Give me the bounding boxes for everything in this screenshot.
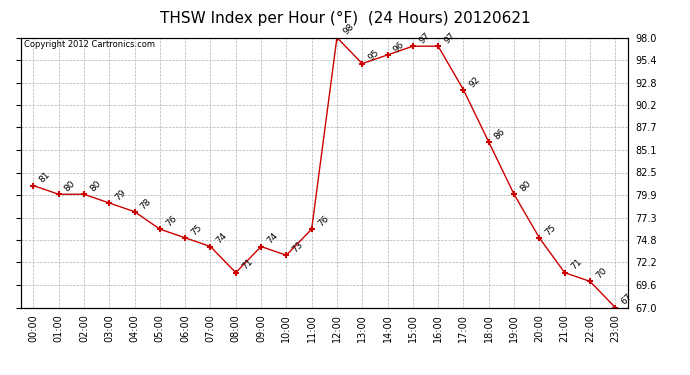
Text: 97: 97 — [442, 31, 457, 45]
Text: 78: 78 — [139, 196, 153, 211]
Text: 73: 73 — [290, 240, 305, 255]
Text: 80: 80 — [88, 179, 103, 194]
Text: 98: 98 — [341, 22, 355, 37]
Text: 67: 67 — [620, 292, 634, 307]
Text: 76: 76 — [164, 214, 179, 228]
Text: 96: 96 — [392, 40, 406, 54]
Text: 71: 71 — [240, 257, 255, 272]
Text: 76: 76 — [316, 214, 331, 228]
Text: 70: 70 — [594, 266, 609, 280]
Text: 97: 97 — [417, 31, 431, 45]
Text: 71: 71 — [569, 257, 583, 272]
Text: 74: 74 — [265, 231, 279, 246]
Text: 80: 80 — [63, 179, 77, 194]
Text: 86: 86 — [493, 127, 507, 141]
Text: 81: 81 — [37, 170, 52, 185]
Text: 95: 95 — [366, 48, 381, 63]
Text: 92: 92 — [468, 75, 482, 89]
Text: 80: 80 — [518, 179, 533, 194]
Text: 74: 74 — [215, 231, 229, 246]
Text: Copyright 2012 Cartronics.com: Copyright 2012 Cartronics.com — [23, 40, 155, 49]
Text: THSW Index per Hour (°F)  (24 Hours) 20120621: THSW Index per Hour (°F) (24 Hours) 2012… — [159, 11, 531, 26]
Text: 75: 75 — [544, 222, 558, 237]
Text: 75: 75 — [189, 222, 204, 237]
Text: 79: 79 — [113, 188, 128, 202]
